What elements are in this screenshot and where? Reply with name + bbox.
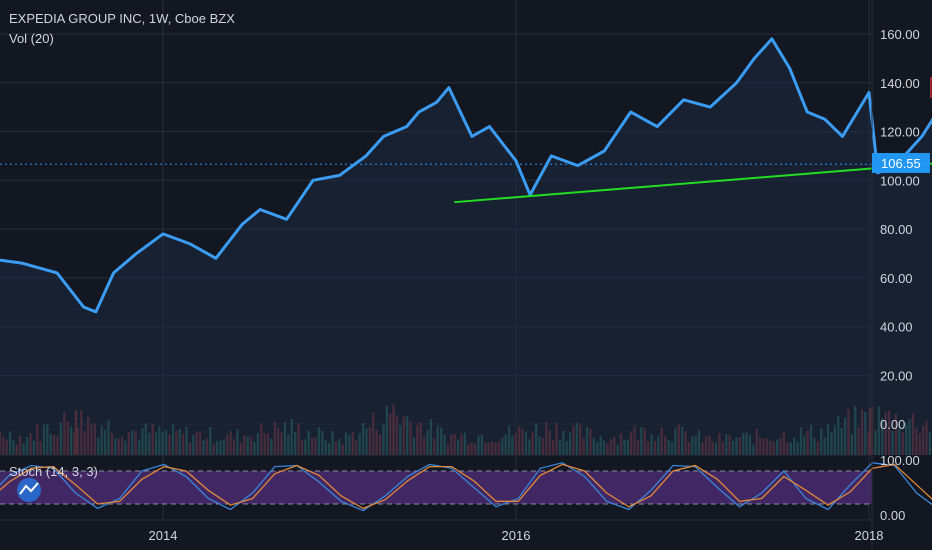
symbol-title: EXPEDIA GROUP INC, 1W, Cboe BZX xyxy=(9,11,235,26)
price-tick-label: 40.00 xyxy=(880,320,913,335)
stoch-tick-label: 100.00 xyxy=(880,453,920,468)
price-axis[interactable]: 160.00 140.00 120.00 100.00 80.00 60.00 40.00 2… xyxy=(880,27,920,432)
price-line[interactable] xyxy=(0,37,932,349)
price-tick-label: 20.00 xyxy=(880,368,913,383)
volume-label: Vol (20) xyxy=(9,31,54,46)
price-tick-label: 120.00 xyxy=(880,125,920,140)
price-tick-label: 100.00 xyxy=(880,173,920,188)
price-tick-label: 60.00 xyxy=(880,271,913,286)
stoch-guides xyxy=(0,470,872,505)
price-tick-label: 80.00 xyxy=(880,222,913,237)
price-area-fill xyxy=(0,38,932,455)
stoch-k-line xyxy=(0,462,932,512)
time-tick-label: 2016 xyxy=(502,528,531,543)
last-price-badge xyxy=(872,153,930,173)
tradingview-logo-icon[interactable] xyxy=(17,478,41,502)
price-tick-label: 0.00 xyxy=(880,417,905,432)
time-tick-label: 2014 xyxy=(149,528,178,543)
support-trendline[interactable] xyxy=(454,122,932,204)
last-price-label: 106.55 xyxy=(881,156,921,171)
stoch-label: Stoch (14, 3, 3) xyxy=(9,464,98,479)
stoch-d-line xyxy=(0,463,932,510)
price-tick-label: 160.00 xyxy=(880,27,920,42)
time-axis[interactable]: 201420162018202020 xyxy=(149,528,932,543)
price-tick-label: 140.00 xyxy=(880,76,920,91)
time-tick-label: 2018 xyxy=(855,528,884,543)
stoch-tick-label: 0.00 xyxy=(880,508,905,523)
resistance-box[interactable] xyxy=(930,77,932,98)
stoch-band xyxy=(0,471,872,504)
stoch-axis: 100.00 0.00 xyxy=(880,453,920,523)
